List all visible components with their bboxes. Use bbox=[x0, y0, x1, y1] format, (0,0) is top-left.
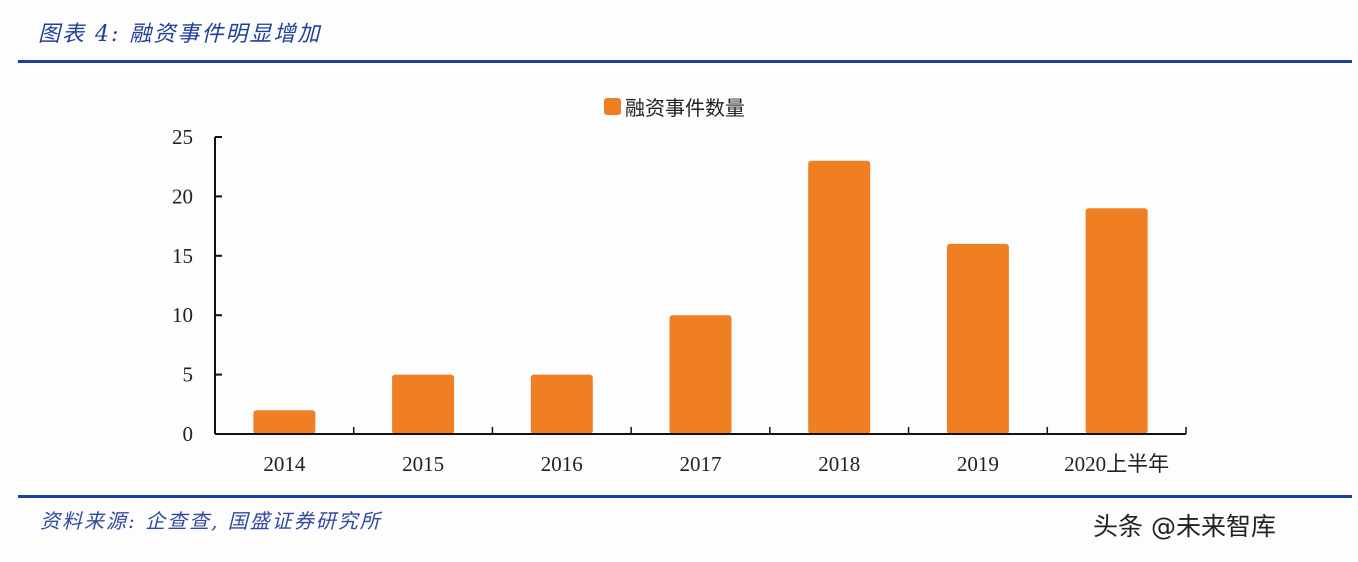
x-tick-label: 2014 bbox=[263, 452, 306, 476]
figure-title: 图表 4: 融资事件明显增加 bbox=[38, 22, 322, 47]
bar bbox=[392, 374, 455, 434]
x-tick-label: 2020上半年 bbox=[1064, 452, 1169, 476]
y-tick-label: 10 bbox=[172, 303, 193, 327]
bar bbox=[530, 374, 593, 434]
bar bbox=[1085, 208, 1148, 434]
bar bbox=[669, 315, 732, 434]
bar bbox=[253, 410, 316, 434]
chart-legend: 融资事件数量 bbox=[604, 92, 745, 121]
y-tick-label: 0 bbox=[183, 422, 194, 446]
y-tick-label: 5 bbox=[183, 363, 194, 387]
x-tick-label: 2015 bbox=[402, 452, 444, 476]
x-tick-label: 2017 bbox=[680, 452, 722, 476]
y-tick-label: 25 bbox=[172, 125, 193, 149]
x-tick-label: 2019 bbox=[957, 452, 999, 476]
y-tick-label: 15 bbox=[172, 244, 193, 268]
bar bbox=[946, 243, 1009, 434]
legend-label: 融资事件数量 bbox=[625, 96, 745, 120]
bottom-divider bbox=[18, 495, 1352, 498]
x-tick-label: 2018 bbox=[818, 452, 860, 476]
y-tick-label: 20 bbox=[172, 184, 193, 208]
legend-swatch bbox=[604, 98, 621, 115]
watermark: 头条 @未来智库 bbox=[1093, 512, 1276, 541]
x-tick-label: 2016 bbox=[541, 452, 583, 476]
bar bbox=[808, 160, 871, 434]
top-divider bbox=[18, 60, 1352, 63]
source-note: 资料来源: 企查查, 国盛证券研究所 bbox=[40, 509, 382, 533]
